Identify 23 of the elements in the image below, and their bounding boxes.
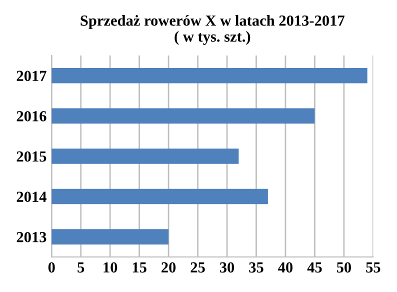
bar [52, 148, 239, 164]
y-tick-label: 2015 [16, 151, 46, 162]
x-tick-label: 5 [78, 262, 84, 273]
x-tick-label: 15 [132, 262, 146, 273]
y-tick-label: 2017 [16, 70, 46, 82]
x-tick-label: 50 [336, 262, 352, 273]
bar [52, 68, 368, 84]
x-tick-label: 45 [307, 262, 322, 273]
y-tick-label: 2013 [16, 232, 46, 242]
y-tick-label: 2016 [16, 111, 46, 122]
x-tick-label: 0 [48, 262, 55, 273]
x-tick-label: 20 [162, 262, 176, 273]
bar [52, 108, 315, 124]
x-tick-label: 40 [278, 262, 293, 273]
x-tick-label: 35 [249, 262, 264, 273]
bar [52, 229, 169, 244]
x-tick-label: 10 [104, 262, 118, 273]
x-tick-label: 25 [190, 262, 205, 273]
y-tick-label: 2014 [16, 192, 46, 202]
x-tick-label: 30 [220, 262, 234, 273]
x-tick-label: 55 [366, 262, 380, 273]
bar [52, 188, 268, 204]
chart-title: Sprzedaż rowerów X w latach 2013-2017 ( w tys. szt.) [80, 15, 344, 45]
